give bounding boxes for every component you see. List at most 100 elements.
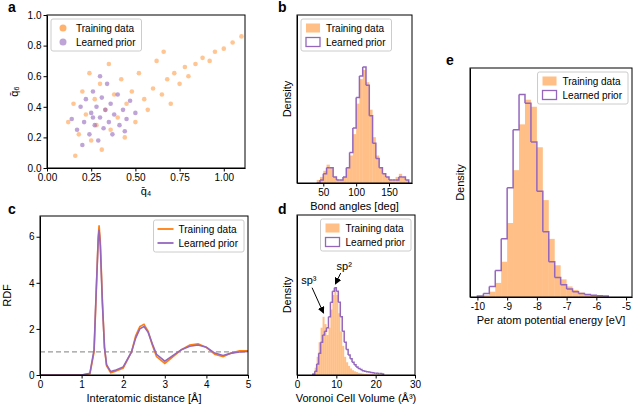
point	[100, 95, 105, 100]
point	[96, 138, 101, 143]
histogram-step	[313, 371, 315, 375]
series	[66, 34, 244, 158]
tick: 0	[29, 370, 40, 381]
annotation-arrow	[312, 288, 323, 313]
histogram-bar	[531, 107, 537, 297]
panel-label: c	[8, 201, 16, 217]
point	[107, 120, 112, 125]
legend-label: Training data	[326, 23, 384, 34]
panel: 0102030Voronoi Cell Volume (Å³)Densityds…	[278, 201, 421, 404]
axis-line	[297, 216, 298, 376]
histogram-step	[513, 94, 519, 129]
point	[80, 143, 85, 148]
point	[137, 71, 142, 76]
tick-label: 50	[318, 187, 330, 198]
legend-label: Learned prior	[76, 37, 136, 48]
point	[87, 71, 92, 76]
legend-label: Learned prior	[179, 238, 239, 249]
tick-mark	[44, 168, 48, 169]
point	[165, 77, 170, 82]
tick-label: 0.0	[28, 163, 42, 174]
histogram-step	[327, 167, 330, 169]
point	[100, 147, 105, 152]
histogram-step	[555, 278, 561, 285]
tick-label: -7	[563, 301, 572, 312]
histogram-bar	[366, 82, 369, 183]
tick-mark	[37, 283, 41, 284]
histogram-bar	[561, 279, 567, 297]
plot-frame	[470, 68, 632, 297]
histogram-bar	[342, 346, 344, 375]
histogram-step	[489, 271, 495, 287]
tick: -7	[563, 297, 572, 312]
histogram-bar	[323, 317, 325, 375]
tick-label: 150	[381, 187, 398, 198]
tick: 2	[121, 375, 127, 390]
axis-line	[41, 375, 249, 376]
point	[177, 82, 182, 87]
point	[122, 135, 127, 140]
histogram-step	[342, 331, 344, 342]
histogram-step	[323, 168, 326, 174]
histogram-step	[334, 288, 336, 292]
tick-label: 6	[29, 231, 35, 242]
point	[130, 89, 135, 94]
histogram-step	[382, 174, 385, 177]
tick: 0.75	[170, 168, 190, 183]
panel: 0.000.250.500.751.000.00.20.40.60.81.0q̄…	[8, 0, 246, 197]
plot-area	[313, 288, 384, 375]
tick-mark	[44, 76, 48, 77]
tick: 4	[204, 375, 210, 390]
histogram-bar	[501, 262, 507, 297]
histogram-step	[507, 130, 513, 188]
y-axis	[470, 69, 471, 298]
tick: 0.25	[82, 168, 102, 183]
histogram-bar	[555, 265, 561, 297]
histogram-bar	[352, 370, 354, 375]
histogram-step	[338, 302, 340, 317]
histogram-step	[590, 294, 596, 296]
axis-line	[297, 16, 298, 184]
plot-frame	[297, 215, 415, 375]
histogram-bar	[525, 100, 531, 297]
series	[69, 74, 137, 147]
histogram-step	[519, 94, 525, 103]
histogram-bar	[567, 286, 573, 297]
point	[87, 132, 92, 137]
point	[186, 74, 191, 79]
tick-label: -10	[471, 301, 486, 312]
point	[91, 89, 96, 94]
legend-symbol	[60, 39, 67, 46]
x-axis-title: q̄₄	[141, 185, 152, 197]
histogram-step	[366, 85, 369, 116]
histogram-step	[356, 367, 358, 368]
tick-label: 0.4	[28, 102, 42, 113]
series	[477, 100, 608, 297]
point	[121, 108, 126, 113]
legend-label: Learned prior	[346, 237, 406, 248]
y-axis-title: RDF	[1, 284, 13, 307]
histogram-step	[346, 152, 349, 167]
tick-label: 4	[204, 379, 210, 390]
histogram-step	[364, 371, 366, 373]
tick: -9	[503, 297, 512, 312]
tick: 10	[331, 375, 343, 390]
point	[91, 115, 96, 120]
histogram-bar	[325, 324, 327, 375]
histogram-step	[340, 177, 343, 180]
axis-line	[298, 375, 416, 376]
tick-label: 4	[29, 278, 35, 289]
tick: 0.6	[28, 71, 47, 82]
legend: Training dataLearned prior	[154, 220, 244, 252]
y-axis	[297, 216, 298, 376]
point	[200, 56, 205, 61]
y-axis: 0.00.20.40.60.81.0	[28, 10, 48, 174]
histogram-step	[483, 286, 489, 293]
histogram-step	[330, 168, 333, 177]
histogram-bar	[327, 335, 329, 375]
histogram-bar	[386, 177, 389, 183]
legend-item: Training data	[306, 23, 384, 34]
histogram-step	[477, 293, 483, 297]
tick-label: 30	[410, 379, 422, 390]
x-axis: 50100150	[298, 183, 413, 198]
